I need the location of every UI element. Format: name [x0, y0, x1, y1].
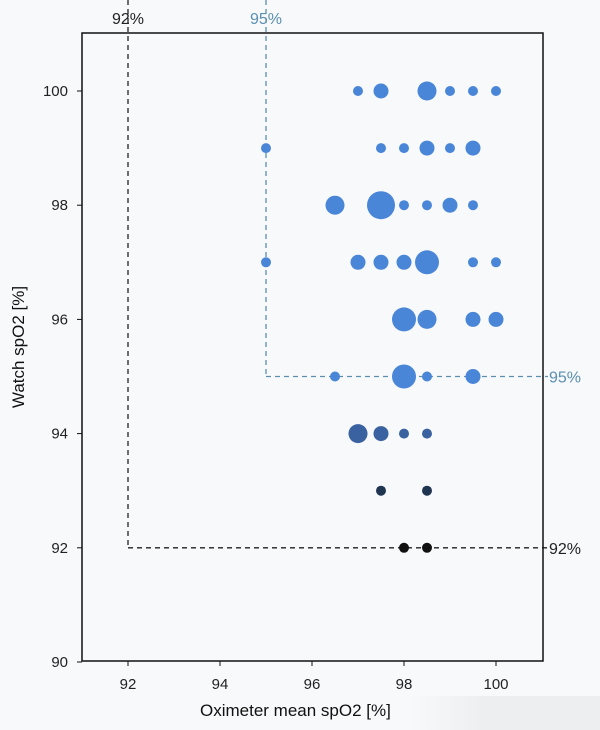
- plot-frame: [81, 32, 544, 662]
- data-point: [445, 143, 455, 154]
- threshold-label-right: 92%: [549, 541, 581, 558]
- data-point: [350, 254, 366, 270]
- data-point: [392, 364, 416, 389]
- data-point: [465, 369, 481, 384]
- y-tick-label: 94: [51, 426, 68, 443]
- threshold-label-top: 92%: [112, 11, 144, 28]
- data-point: [325, 195, 345, 215]
- data-point: [422, 542, 432, 553]
- data-point: [468, 200, 478, 211]
- data-point: [330, 371, 340, 382]
- y-tick-label: 96: [51, 311, 68, 328]
- bottom-right-fade: [410, 696, 600, 730]
- y-axis-label: Watch spO2 [%]: [9, 286, 28, 408]
- x-axis-label: Oximeter mean spO2 [%]: [200, 701, 391, 720]
- data-point: [468, 257, 478, 268]
- data-point: [488, 311, 504, 327]
- data-point: [417, 309, 437, 329]
- data-point: [348, 424, 368, 444]
- x-tick-label: 96: [304, 676, 321, 693]
- data-point: [261, 143, 271, 154]
- data-point: [376, 485, 386, 496]
- data-point: [491, 257, 501, 268]
- x-tick-label: 100: [483, 676, 508, 693]
- data-point: [373, 254, 389, 270]
- data-point: [396, 254, 412, 270]
- x-tick-label: 92: [120, 676, 137, 693]
- threshold-label-right: 95%: [549, 370, 581, 387]
- data-point: [417, 81, 437, 101]
- data-point: [373, 83, 389, 99]
- data-point: [399, 542, 409, 553]
- data-point: [422, 371, 432, 382]
- data-point: [491, 86, 501, 96]
- data-point: [442, 197, 458, 213]
- data-point: [422, 428, 432, 439]
- threshold-labels: 92% 92% 95% 95%: [112, 11, 581, 558]
- data-point: [422, 485, 432, 496]
- data-point: [392, 307, 416, 332]
- data-point: [353, 86, 363, 96]
- data-point: [399, 143, 409, 154]
- x-axis-ticks: 92 94 96 98 100: [120, 661, 509, 693]
- data-point: [367, 191, 395, 220]
- data-point: [419, 140, 435, 156]
- y-tick-label: 100: [43, 83, 68, 100]
- data-point: [415, 250, 439, 275]
- data-point: [422, 200, 432, 211]
- data-point: [445, 86, 455, 96]
- data-points: [261, 81, 504, 553]
- data-point: [261, 257, 271, 268]
- data-point: [373, 426, 389, 442]
- x-tick-label: 94: [212, 676, 229, 693]
- data-point: [399, 428, 409, 439]
- y-tick-label: 90: [51, 654, 68, 671]
- data-point: [468, 86, 478, 96]
- data-point: [399, 200, 409, 211]
- data-point: [376, 143, 386, 154]
- y-tick-label: 98: [51, 197, 68, 214]
- y-tick-label: 92: [51, 540, 68, 557]
- y-axis-ticks: 90 92 94 96 98 100: [43, 83, 82, 671]
- data-point: [465, 311, 481, 327]
- x-tick-label: 98: [396, 676, 413, 693]
- threshold-lines: [127, 0, 548, 549]
- threshold-label-top: 95%: [250, 11, 282, 28]
- data-point: [465, 140, 481, 156]
